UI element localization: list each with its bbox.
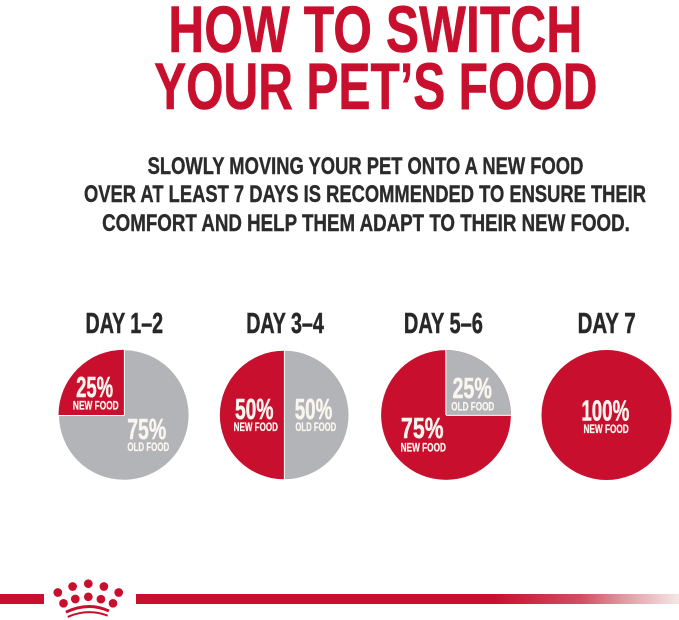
- svg-text:DAY 1–2: DAY 1–2: [85, 309, 163, 340]
- svg-text:OLD FOOD: OLD FOOD: [295, 422, 336, 435]
- svg-text:YOUR PET’S FOOD: YOUR PET’S FOOD: [154, 51, 597, 124]
- svg-text:OLD FOOD: OLD FOOD: [451, 401, 494, 414]
- svg-text:75%: 75%: [401, 413, 443, 445]
- svg-text:25%: 25%: [76, 372, 113, 404]
- svg-text:OVER AT LEAST 7 DAYS IS RECOMM: OVER AT LEAST 7 DAYS IS RECOMMENDED TO E…: [84, 181, 646, 208]
- svg-text:NEW FOOD: NEW FOOD: [234, 422, 279, 435]
- svg-text:COMFORT AND HELP THEM ADAPT TO: COMFORT AND HELP THEM ADAPT TO THEIR NEW…: [102, 210, 630, 237]
- svg-text:DAY 3–4: DAY 3–4: [246, 309, 324, 340]
- svg-text:100%: 100%: [581, 396, 629, 428]
- svg-text:25%: 25%: [452, 373, 491, 405]
- svg-text:HOW TO SWITCH: HOW TO SWITCH: [168, 0, 582, 67]
- svg-text:NEW FOOD: NEW FOOD: [73, 399, 119, 413]
- svg-text:NEW FOOD: NEW FOOD: [583, 422, 629, 436]
- svg-text:DAY 5–6: DAY 5–6: [404, 309, 483, 340]
- svg-text:50%: 50%: [235, 394, 274, 426]
- svg-text:50%: 50%: [295, 394, 333, 426]
- svg-text:OLD FOOD: OLD FOOD: [127, 441, 169, 454]
- svg-text:NEW FOOD: NEW FOOD: [401, 441, 447, 455]
- svg-text:SLOWLY MOVING YOUR PET ONTO A: SLOWLY MOVING YOUR PET ONTO A NEW FOOD: [148, 153, 584, 180]
- svg-text:DAY 7: DAY 7: [578, 309, 636, 340]
- svg-text:75%: 75%: [127, 414, 166, 446]
